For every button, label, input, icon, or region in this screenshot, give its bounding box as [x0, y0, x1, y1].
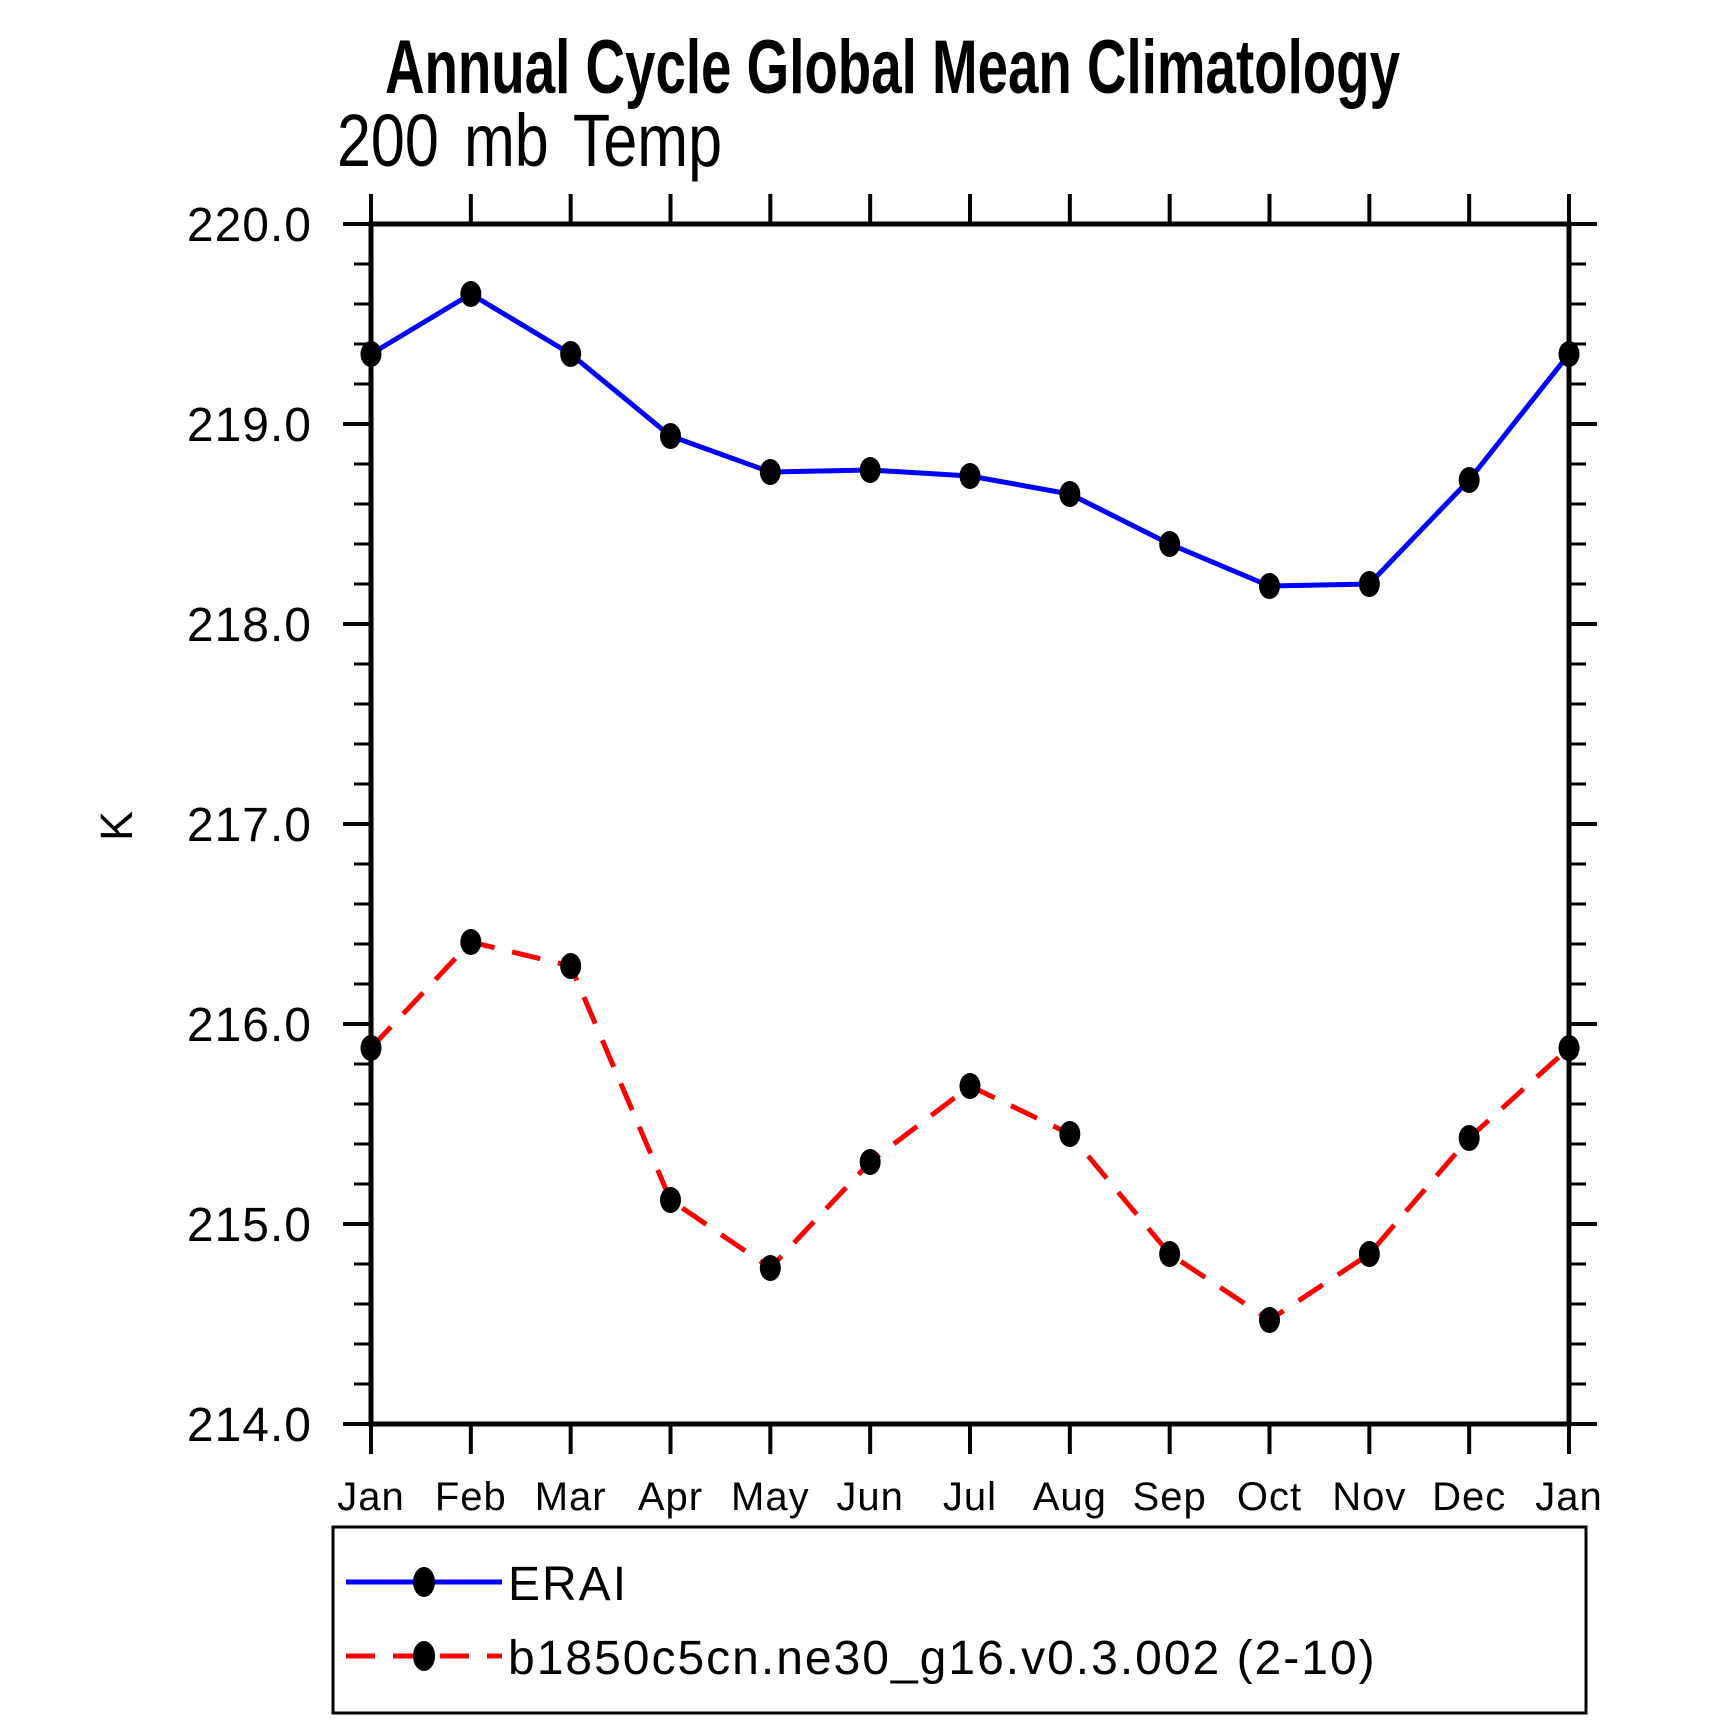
x-tick-label: Nov — [1332, 1475, 1406, 1519]
data-point-marker — [1358, 1241, 1380, 1267]
legend-label-model: b1850c5cn.ne30_g16.v0.3.002 (2-10) — [508, 1632, 1377, 1685]
x-tick-label: Apr — [638, 1475, 703, 1519]
series-line-1 — [369, 939, 1571, 1323]
plot-frame — [368, 221, 1572, 1427]
data-point-marker — [1558, 341, 1580, 367]
legend-entry-model: b1850c5cn.ne30_g16.v0.3.002 (2-10) — [346, 1632, 1377, 1685]
x-tick-label: Jul — [943, 1475, 997, 1519]
y-tick-label: 215.0 — [187, 1199, 312, 1252]
data-point-marker — [460, 929, 482, 955]
series-markers — [360, 281, 1580, 1333]
y-axis-ticks — [343, 222, 1597, 1426]
data-point-marker — [759, 459, 781, 485]
x-axis-ticks — [369, 194, 1571, 1454]
data-point-marker — [1458, 1125, 1480, 1151]
data-point-marker — [1159, 1241, 1181, 1267]
x-tick-label: Jun — [836, 1475, 904, 1519]
y-tick-label: 216.0 — [187, 999, 312, 1052]
data-point-marker — [360, 341, 382, 367]
legend-box — [331, 1525, 1588, 1715]
y-tick-label: 220.0 — [187, 199, 312, 252]
series-line-0 — [369, 291, 1571, 589]
data-point-marker — [660, 423, 681, 449]
x-tick-label: Jan — [1535, 1475, 1603, 1519]
data-point-marker — [859, 1149, 881, 1175]
x-tick-label: Oct — [1237, 1475, 1302, 1519]
legend-entry-erai: ERAI — [346, 1558, 628, 1611]
data-point-marker — [1059, 481, 1081, 507]
data-point-marker — [959, 1073, 981, 1099]
data-point-marker — [560, 953, 582, 979]
page-title: Annual Cycle Global Mean Climatology — [385, 25, 1400, 110]
legend: ERAI b1850c5cn.ne30_g16.v0.3.002 (2-10) — [331, 1525, 1588, 1715]
y-axis-label: K — [91, 811, 142, 841]
data-point-marker — [1458, 467, 1480, 493]
data-point-marker — [959, 463, 981, 489]
x-tick-label: Dec — [1432, 1475, 1506, 1519]
x-axis-tick-labels: Jan Feb Mar Apr May Jun Jul Aug Sep Oct Nov Dec Jan — [337, 1475, 1603, 1519]
data-point-marker — [859, 457, 881, 483]
x-tick-label: May — [731, 1475, 810, 1519]
y-axis-tick-labels: 220.0 219.0 218.0 217.0 216.0 215.0 214.0 — [187, 199, 312, 1452]
subtitle: 200 mb Temp — [337, 99, 722, 182]
data-point-marker — [1259, 1307, 1280, 1333]
y-tick-label: 214.0 — [187, 1399, 312, 1452]
x-tick-label: Jan — [337, 1475, 405, 1519]
data-point-marker — [1059, 1121, 1081, 1147]
data-point-marker — [1259, 573, 1280, 599]
data-point-marker — [1358, 571, 1380, 597]
legend-marker-dot — [413, 1567, 435, 1597]
y-tick-label: 217.0 — [187, 799, 312, 852]
data-point-marker — [560, 341, 582, 367]
x-tick-label: Aug — [1033, 1475, 1107, 1519]
series-lines — [369, 291, 1571, 1323]
x-tick-label: Sep — [1133, 1475, 1207, 1519]
x-tick-label: Mar — [535, 1475, 607, 1519]
data-point-marker — [660, 1187, 681, 1213]
y-tick-label: 218.0 — [187, 599, 312, 652]
data-point-marker — [1159, 531, 1181, 557]
y-tick-label: 219.0 — [187, 399, 312, 452]
x-tick-label: Feb — [435, 1475, 507, 1519]
data-point-marker — [1558, 1035, 1580, 1061]
legend-label-erai: ERAI — [508, 1558, 628, 1611]
legend-marker-dot — [413, 1641, 435, 1671]
data-point-marker — [759, 1255, 781, 1281]
data-point-marker — [460, 281, 482, 307]
data-point-marker — [360, 1035, 382, 1061]
